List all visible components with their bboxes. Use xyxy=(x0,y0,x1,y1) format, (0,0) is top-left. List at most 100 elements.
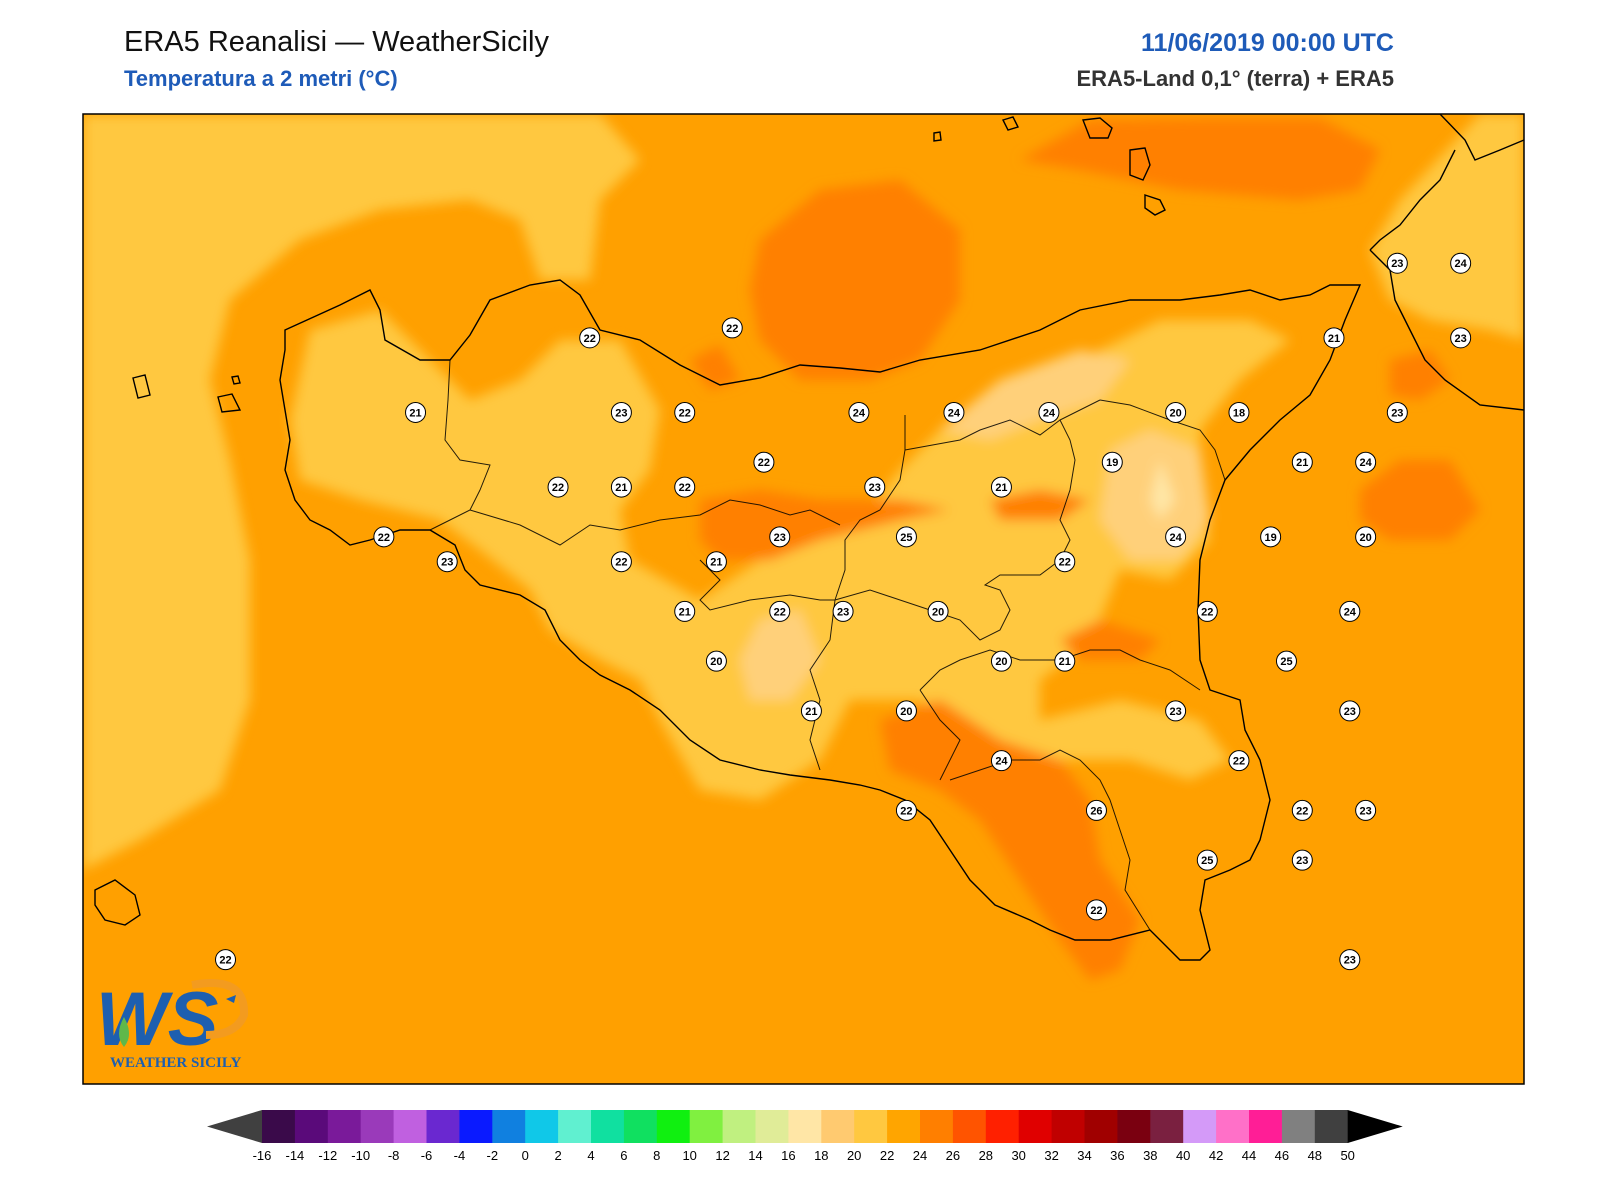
station-marker: 24 xyxy=(1355,451,1377,473)
station-marker: 23 xyxy=(610,401,632,423)
colorbar-box xyxy=(985,1110,1020,1143)
colorbar-tick-label: 24 xyxy=(913,1148,927,1163)
station-value: 21 xyxy=(615,482,627,494)
colorbar-tick-label: -16 xyxy=(253,1148,272,1163)
station-circle xyxy=(1196,849,1218,871)
coastlines xyxy=(94,114,1524,961)
weathersicily-logo-icon: WS WEATHER SICILY xyxy=(96,977,249,1071)
station-circle xyxy=(800,700,822,722)
station-circle xyxy=(1085,899,1107,921)
station-marker: 23 xyxy=(1355,799,1377,821)
station-value: 21 xyxy=(995,482,1007,494)
border-agrigento-caltanissetta-south xyxy=(919,689,961,781)
station-circle xyxy=(927,600,949,622)
station-circle xyxy=(1196,600,1218,622)
colorbar-tick-label: 6 xyxy=(620,1148,627,1163)
station-value: 24 xyxy=(1360,457,1373,469)
station-circle xyxy=(705,650,727,672)
station-marker: 22 xyxy=(769,600,791,622)
border-palermo-messina xyxy=(834,415,906,601)
station-marker: 24 xyxy=(943,401,965,423)
station-circle xyxy=(1355,526,1377,548)
station-value: 22 xyxy=(1090,905,1102,917)
colorbar-box xyxy=(887,1110,921,1143)
border-messina-catania xyxy=(904,399,1226,481)
colorbar-tick-label: -2 xyxy=(487,1148,499,1163)
map-title: ERA5 Reanalisi — WeatherSicily xyxy=(124,26,549,58)
station-value: 23 xyxy=(1170,706,1182,718)
station-circle xyxy=(215,949,237,971)
colorbar-tick-label: 48 xyxy=(1308,1148,1322,1163)
station-circle xyxy=(1386,252,1408,274)
station-value: 22 xyxy=(1233,756,1245,768)
colorbar-box xyxy=(426,1110,460,1143)
station-circle xyxy=(610,551,632,573)
colorbar-tick-label: -8 xyxy=(388,1148,400,1163)
station-marker: 20 xyxy=(895,700,917,722)
station-circle xyxy=(1228,401,1250,423)
egadi-islands xyxy=(132,374,242,413)
station-value: 19 xyxy=(1265,532,1277,544)
colorbar-tick-label: 10 xyxy=(682,1148,696,1163)
station-circle xyxy=(990,650,1012,672)
station-marker: 21 xyxy=(1323,327,1345,349)
contour-24-enna xyxy=(990,490,1090,520)
station-value: 23 xyxy=(1344,706,1356,718)
colorbar-tick-label: 44 xyxy=(1242,1148,1256,1163)
station-value: 22 xyxy=(679,482,691,494)
colorbar-boxes xyxy=(207,1110,1403,1143)
colorbar-box xyxy=(492,1110,526,1143)
station-marker: 25 xyxy=(1275,650,1297,672)
station-value: 22 xyxy=(378,532,390,544)
station-marker: 20 xyxy=(1165,401,1187,423)
colorbar-labels: -16 -14 -12 -10 -8 -6 -4 -2 0 2 4 6 8 10 12 14 16 18 20 22 2… xyxy=(253,1148,1355,1163)
station-circle xyxy=(1165,526,1187,548)
station-marker: 23 xyxy=(864,476,886,498)
station-value: 24 xyxy=(1344,606,1357,618)
colorbar-box xyxy=(591,1110,625,1143)
station-value: 22 xyxy=(774,606,786,618)
contour-24-tyrrhenian-small xyxy=(690,345,740,390)
station-marker: 24 xyxy=(1165,526,1187,548)
station-circle xyxy=(753,451,775,473)
calabria-coastline xyxy=(1369,114,1524,411)
colorbar-tick-label: 20 xyxy=(847,1148,861,1163)
colorbar-box xyxy=(1314,1110,1349,1143)
station-circle xyxy=(674,600,696,622)
station-circle xyxy=(1275,650,1297,672)
station-value: 20 xyxy=(1360,532,1372,544)
station-marker: 25 xyxy=(1196,849,1218,871)
colorbar-box xyxy=(327,1110,362,1143)
colorbar-box xyxy=(656,1110,691,1143)
logo-bird xyxy=(226,995,236,1003)
station-marker: 23 xyxy=(1450,327,1472,349)
station-marker: 22 xyxy=(895,799,917,821)
station-marker: 24 xyxy=(1450,252,1472,274)
station-marker: 19 xyxy=(1260,526,1282,548)
station-circle xyxy=(832,600,854,622)
station-marker: 24 xyxy=(990,750,1012,772)
contour-18-etna xyxy=(1150,460,1175,520)
station-marker: 21 xyxy=(674,600,696,622)
station-marker: 22 xyxy=(579,327,601,349)
colorbar-tick-label: 16 xyxy=(781,1148,795,1163)
logo-mark: WS xyxy=(96,977,218,1062)
station-value: 22 xyxy=(219,955,231,967)
colorbar-tick-label: 46 xyxy=(1275,1148,1289,1163)
station-value: 22 xyxy=(758,457,770,469)
station-marker: 24 xyxy=(1038,401,1060,423)
station-marker: 23 xyxy=(1165,700,1187,722)
station-circle xyxy=(373,526,395,548)
station-circle xyxy=(1165,401,1187,423)
station-marker: 21 xyxy=(405,401,427,423)
station-marker: 23 xyxy=(1386,401,1408,423)
station-marker: 23 xyxy=(1386,252,1408,274)
colorbar-box xyxy=(294,1110,329,1143)
station-circle xyxy=(1339,600,1361,622)
station-marker: 22 xyxy=(1085,899,1107,921)
station-value: 22 xyxy=(900,805,912,817)
station-marker: 22 xyxy=(610,551,632,573)
station-marker: 22 xyxy=(215,949,237,971)
station-marker: 23 xyxy=(436,551,458,573)
station-marker: 22 xyxy=(674,401,696,423)
